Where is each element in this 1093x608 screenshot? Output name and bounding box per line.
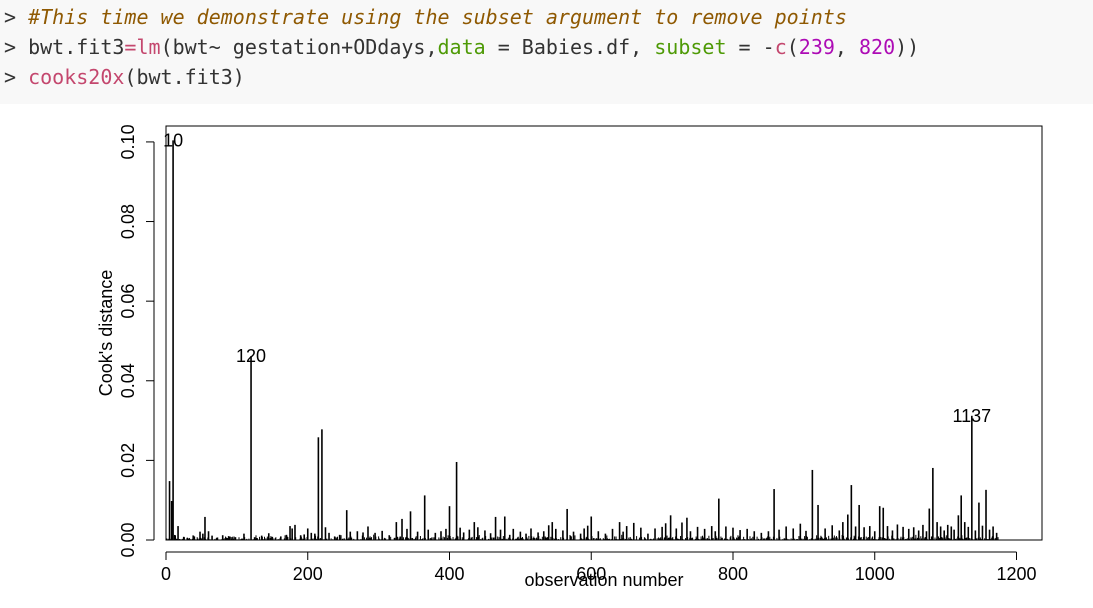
point-label: 120 [236,346,266,366]
x-tick-label: 600 [576,564,606,584]
y-tick-label: 0.06 [118,284,138,319]
code-assign: = [124,35,137,59]
code-function: lm [136,35,161,59]
point-label: 10 [163,130,183,150]
code-token: (bwt.fit3) [124,65,245,89]
y-tick-label: 0.02 [118,443,138,478]
code-block: > #This time we demonstrate using the su… [0,0,1093,104]
code-function: cooks20x [28,65,125,89]
y-tick-label: 0.08 [118,204,138,239]
code-number: 239 [798,35,835,59]
x-tick-label: 1000 [855,564,895,584]
code-token: )) [895,35,920,59]
code-token: = Babies.df, [485,35,655,59]
plot-frame [165,125,1043,541]
code-argument: subset [654,35,727,59]
code-line-cooks: > cooks20x(bwt.fit3) [4,63,245,91]
code-argument: data [437,35,486,59]
x-axis-label: observation number [524,570,683,590]
point-label: 1137 [952,406,991,426]
code-token: , [834,35,859,59]
code-line-lm: > bwt.fit3=lm(bwt~ gestation+ODdays,data… [4,33,919,61]
x-tick-label: 0 [161,564,171,584]
code-number: 820 [859,35,896,59]
cooks-distance-plot: 10 120 1137 0 200 400 600 800 1000 1200 0.00 0.02… [0,104,1093,603]
y-tick-label: 0.10 [118,124,138,159]
code-token: (bwt~ gestation+ODdays, [160,35,438,59]
code-comment: #This time we demonstrate using the subs… [28,5,847,29]
code-token: = - [726,35,775,59]
point-labels: 10 120 1137 [163,130,991,425]
y-tick-label: 0.00 [118,522,138,557]
y-axis-label: Cook's distance [96,270,116,397]
x-tick-label: 400 [434,564,464,584]
code-token: ( [786,35,799,59]
prompt: > [4,5,29,29]
code-token: bwt.fit3 [28,35,125,59]
chart-svg: 10 120 1137 0 200 400 600 800 1000 1200 0.00 0.02… [96,124,1043,590]
prompt: > [4,35,29,59]
y-tick-label: 0.04 [118,363,138,398]
code-line-comment: > #This time we demonstrate using the su… [4,3,847,31]
spike-series [166,140,999,540]
y-axis: 0.00 0.02 0.04 0.06 0.08 0.10 [118,124,155,558]
prompt: > [4,65,29,89]
code-function: c [774,35,787,59]
x-axis: 0 200 400 600 800 1000 1200 [161,551,1037,584]
x-tick-label: 1200 [996,564,1036,584]
x-tick-label: 200 [293,564,323,584]
x-tick-label: 800 [718,564,748,584]
